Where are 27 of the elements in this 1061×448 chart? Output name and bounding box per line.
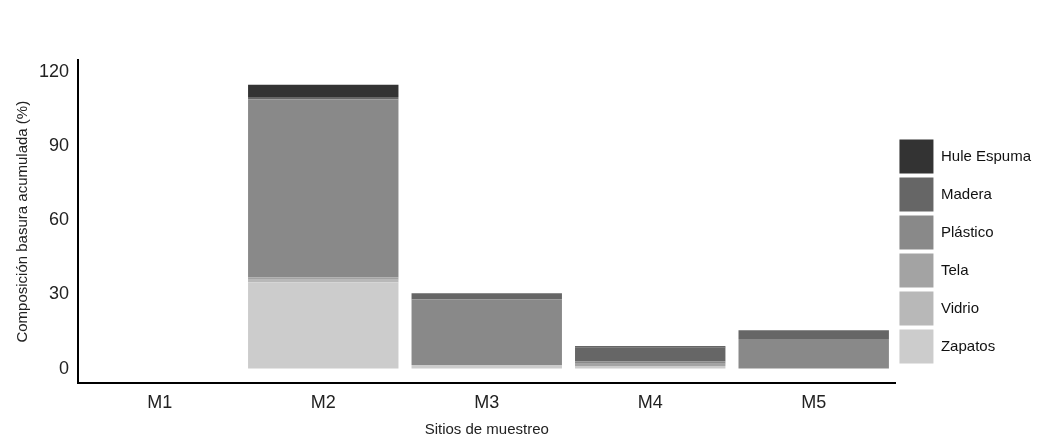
- bar: [738, 330, 889, 339]
- y-tick-label: 30: [49, 283, 70, 304]
- bar: [248, 84, 399, 98]
- x-tick-label: M3: [474, 392, 500, 413]
- legend-label: Plástico: [940, 222, 994, 240]
- y-tick-label: 0: [59, 357, 70, 378]
- legend-label: Zapatos: [940, 336, 996, 354]
- legend-label: Tela: [940, 260, 970, 278]
- x-tick-label: M4: [637, 392, 663, 413]
- bar: [411, 299, 562, 365]
- x-axis-title: Sitios de muestreo: [424, 420, 549, 438]
- legend-label: Madera: [940, 184, 993, 202]
- bar: [411, 364, 562, 369]
- bar: [248, 99, 399, 278]
- bar: [411, 293, 562, 300]
- bar: [738, 338, 889, 369]
- bar: [575, 347, 726, 362]
- y-axis-title: Composición basura acumulada (%): [13, 100, 31, 343]
- bar: [248, 282, 399, 369]
- y-tick-label: 60: [49, 209, 70, 230]
- x-tick-label: M1: [147, 392, 173, 413]
- x-tick-label: M2: [310, 392, 336, 413]
- y-tick-label: 120: [38, 61, 70, 82]
- legend-label: Hule Espuma: [940, 146, 1032, 164]
- x-tick-label: M5: [801, 392, 827, 413]
- y-tick-label: 90: [49, 135, 70, 156]
- legend-label: Vidrio: [940, 298, 980, 316]
